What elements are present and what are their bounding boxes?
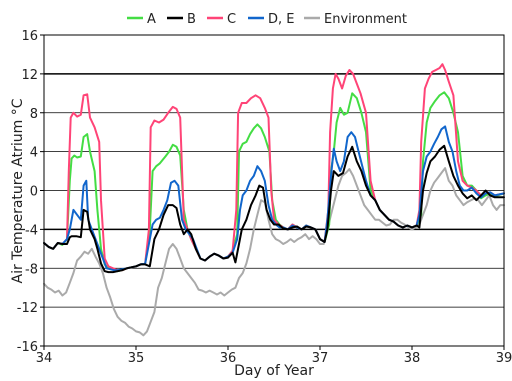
y-axis-ticks: -16 -12 -8 -4 0 4 8 12 16: [17, 29, 44, 355]
legend-label: D, E: [268, 12, 295, 27]
y-tick-label: 8: [30, 107, 38, 122]
grid-lines: [44, 73, 504, 308]
series-line-c: [43, 63, 505, 272]
x-tick-label: 37: [312, 351, 329, 366]
y-tick-label: 16: [21, 29, 38, 44]
x-axis-label: Day of Year: [234, 363, 314, 379]
y-tick-label: 4: [30, 146, 38, 161]
y-tick-label: -4: [25, 223, 38, 238]
legend-label: Environment: [324, 12, 407, 27]
x-axis-ticks: 34 35 36 37 38 39: [36, 346, 512, 366]
chart-legend: A B C D, E Environment: [127, 12, 407, 27]
x-tick-label: 35: [128, 351, 145, 366]
series-line-b: [43, 144, 505, 274]
x-tick-label: 36: [220, 351, 237, 366]
x-tick-label: 38: [404, 351, 421, 366]
series-lines: [43, 63, 505, 337]
y-tick-label: -16: [17, 340, 38, 355]
y-tick-label: 12: [21, 68, 38, 83]
series-line-environment: [43, 167, 505, 337]
x-tick-label: 39: [496, 351, 512, 366]
legend-label: C: [227, 12, 236, 27]
x-tick-label: 34: [36, 351, 53, 366]
y-axis-label: Air Temperature Atrium °C: [10, 98, 26, 283]
series-line-d-e: [43, 125, 505, 272]
y-tick-label: 0: [30, 185, 38, 200]
y-tick-label: -8: [25, 262, 38, 277]
legend-label: A: [147, 12, 156, 27]
y-tick-label: -12: [17, 301, 38, 316]
legend-label: B: [187, 12, 196, 27]
